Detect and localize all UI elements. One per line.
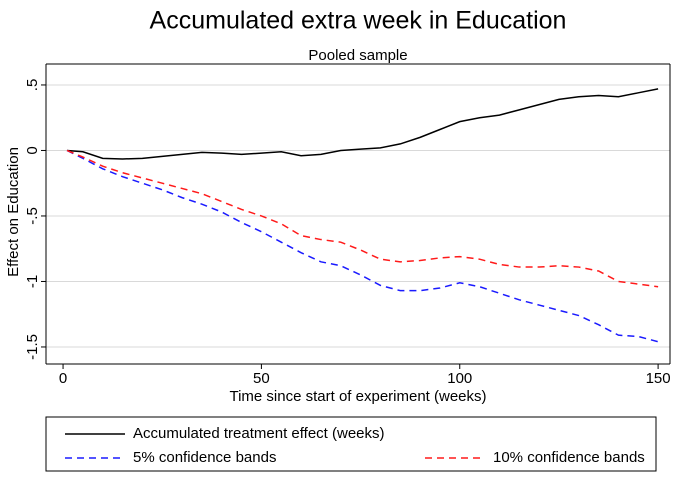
x-tick-label: 100 <box>447 370 472 387</box>
chart-subtitle: Pooled sample <box>308 47 407 64</box>
x-tick-label: 50 <box>253 370 270 387</box>
y-tick-label: 0 <box>24 146 41 154</box>
x-tick-label: 0 <box>59 370 67 387</box>
plot-area <box>46 64 670 364</box>
y-tick-label: -1 <box>24 275 41 288</box>
chart-title: Accumulated extra week in Education <box>150 7 567 35</box>
y-axis-label: Effect on Education <box>5 147 22 277</box>
x-axis-label: Time since start of experiment (weeks) <box>229 388 486 405</box>
y-tick-label: -.5 <box>24 207 41 225</box>
data-line <box>66 88 659 160</box>
legend-label: Accumulated treatment effect (weeks) <box>133 425 385 442</box>
data-line <box>66 149 659 288</box>
x-tick-label: 150 <box>646 370 671 387</box>
y-tick-label: .5 <box>24 79 41 92</box>
legend-label: 5% confidence bands <box>133 449 276 466</box>
y-tick-label: -1.5 <box>24 334 41 360</box>
legend-box <box>45 416 657 472</box>
legend-label: 10% confidence bands <box>493 449 645 466</box>
